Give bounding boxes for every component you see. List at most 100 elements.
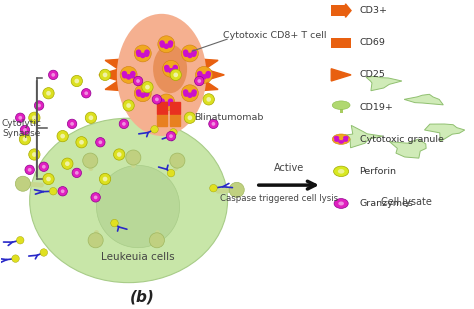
Polygon shape bbox=[99, 69, 118, 81]
Ellipse shape bbox=[19, 133, 31, 145]
Ellipse shape bbox=[182, 45, 198, 62]
Ellipse shape bbox=[136, 89, 141, 95]
Ellipse shape bbox=[88, 233, 103, 248]
Ellipse shape bbox=[40, 249, 47, 256]
Bar bbox=[170, 102, 180, 114]
Ellipse shape bbox=[67, 119, 77, 129]
Ellipse shape bbox=[203, 94, 214, 105]
Ellipse shape bbox=[183, 49, 189, 55]
Ellipse shape bbox=[25, 165, 35, 175]
Ellipse shape bbox=[145, 85, 150, 90]
Ellipse shape bbox=[37, 104, 41, 108]
Ellipse shape bbox=[89, 115, 93, 120]
Ellipse shape bbox=[164, 67, 170, 72]
Ellipse shape bbox=[39, 162, 48, 171]
Text: Leukeuia cells: Leukeuia cells bbox=[101, 252, 175, 262]
Polygon shape bbox=[425, 124, 465, 142]
Ellipse shape bbox=[142, 82, 153, 93]
Ellipse shape bbox=[229, 182, 244, 197]
Ellipse shape bbox=[170, 69, 182, 81]
Ellipse shape bbox=[35, 101, 44, 110]
Ellipse shape bbox=[117, 152, 121, 157]
Ellipse shape bbox=[51, 73, 55, 77]
Ellipse shape bbox=[134, 45, 151, 62]
Ellipse shape bbox=[173, 65, 178, 70]
Ellipse shape bbox=[76, 137, 87, 148]
Ellipse shape bbox=[167, 100, 173, 106]
Ellipse shape bbox=[140, 53, 146, 58]
Ellipse shape bbox=[100, 173, 111, 185]
Ellipse shape bbox=[332, 101, 350, 109]
Ellipse shape bbox=[191, 89, 197, 95]
Ellipse shape bbox=[123, 100, 134, 111]
Ellipse shape bbox=[126, 150, 141, 165]
Ellipse shape bbox=[29, 149, 40, 160]
Ellipse shape bbox=[334, 138, 340, 142]
Polygon shape bbox=[346, 4, 351, 17]
Ellipse shape bbox=[103, 73, 108, 77]
Polygon shape bbox=[181, 49, 201, 59]
Polygon shape bbox=[162, 42, 181, 52]
Ellipse shape bbox=[197, 73, 203, 78]
Ellipse shape bbox=[166, 131, 176, 141]
Ellipse shape bbox=[32, 115, 36, 120]
Polygon shape bbox=[197, 59, 218, 69]
Ellipse shape bbox=[49, 188, 57, 195]
Ellipse shape bbox=[206, 97, 211, 102]
Ellipse shape bbox=[343, 138, 348, 142]
Ellipse shape bbox=[61, 189, 64, 193]
Ellipse shape bbox=[65, 161, 70, 166]
Ellipse shape bbox=[121, 71, 127, 77]
Ellipse shape bbox=[187, 92, 193, 98]
Ellipse shape bbox=[164, 102, 169, 107]
Ellipse shape bbox=[133, 76, 143, 86]
Text: CD19+: CD19+ bbox=[359, 103, 393, 112]
Polygon shape bbox=[205, 69, 224, 81]
Ellipse shape bbox=[103, 177, 108, 181]
Ellipse shape bbox=[158, 36, 175, 53]
Ellipse shape bbox=[15, 176, 30, 191]
Ellipse shape bbox=[144, 51, 149, 57]
Polygon shape bbox=[142, 42, 162, 52]
Ellipse shape bbox=[160, 42, 165, 48]
Ellipse shape bbox=[99, 140, 102, 144]
Ellipse shape bbox=[20, 125, 30, 135]
Ellipse shape bbox=[96, 138, 105, 147]
Polygon shape bbox=[338, 125, 383, 148]
Ellipse shape bbox=[74, 79, 79, 83]
Ellipse shape bbox=[129, 73, 135, 78]
Ellipse shape bbox=[196, 66, 212, 83]
Ellipse shape bbox=[43, 88, 54, 99]
Ellipse shape bbox=[187, 53, 193, 58]
Ellipse shape bbox=[159, 99, 165, 104]
Ellipse shape bbox=[343, 136, 349, 139]
Ellipse shape bbox=[18, 116, 22, 120]
Text: Cell lysate: Cell lysate bbox=[381, 197, 432, 207]
Ellipse shape bbox=[57, 130, 68, 142]
Ellipse shape bbox=[167, 42, 173, 48]
Ellipse shape bbox=[183, 91, 189, 97]
Ellipse shape bbox=[159, 40, 165, 46]
Ellipse shape bbox=[182, 85, 198, 102]
Ellipse shape bbox=[195, 76, 204, 86]
Ellipse shape bbox=[136, 49, 141, 55]
Ellipse shape bbox=[136, 91, 142, 97]
Ellipse shape bbox=[23, 137, 27, 142]
Ellipse shape bbox=[334, 136, 339, 139]
Ellipse shape bbox=[168, 40, 173, 46]
Ellipse shape bbox=[126, 74, 131, 80]
Ellipse shape bbox=[32, 152, 36, 157]
Ellipse shape bbox=[153, 44, 187, 93]
Ellipse shape bbox=[17, 236, 24, 244]
Ellipse shape bbox=[338, 169, 345, 174]
Ellipse shape bbox=[167, 169, 175, 177]
Text: CD25: CD25 bbox=[359, 70, 385, 79]
Ellipse shape bbox=[169, 134, 173, 138]
Ellipse shape bbox=[122, 122, 126, 126]
Ellipse shape bbox=[84, 91, 88, 95]
Ellipse shape bbox=[134, 85, 151, 102]
Ellipse shape bbox=[155, 98, 159, 101]
Ellipse shape bbox=[83, 153, 98, 168]
Ellipse shape bbox=[126, 103, 131, 108]
Ellipse shape bbox=[62, 158, 73, 169]
